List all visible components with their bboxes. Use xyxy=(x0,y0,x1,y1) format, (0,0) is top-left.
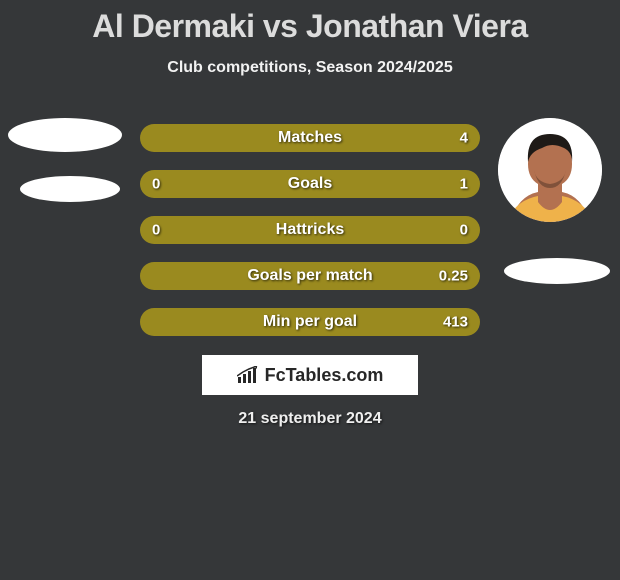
bar-value-right: 413 xyxy=(443,314,468,331)
comparison-bars: Matches 4 Goals 0 1 Hattricks 0 0 Goals per matc… xyxy=(140,124,480,336)
bar-row: Min per goal 413 xyxy=(140,308,480,336)
comparison-infographic: Al Dermaki vs Jonathan Viera Club compet… xyxy=(0,0,620,77)
bar-row: Hattricks 0 0 xyxy=(140,216,480,244)
player-right xyxy=(498,118,602,222)
bar-row: Goals per match 0.25 xyxy=(140,262,480,290)
bar-left-fill xyxy=(140,170,150,198)
bar-value-right: 0 xyxy=(460,222,468,239)
bar-label: Goals xyxy=(288,175,332,193)
bar-label: Goals per match xyxy=(247,267,372,285)
bar-value-left: 0 xyxy=(152,222,160,239)
player-right-name-pill xyxy=(504,258,610,284)
brand-text: FcTables.com xyxy=(265,365,384,386)
player-right-avatar xyxy=(498,118,602,222)
player-left-avatar-placeholder xyxy=(8,118,122,152)
bar-label: Min per goal xyxy=(263,313,357,331)
brand-chart-icon xyxy=(237,366,261,384)
brand-badge: FcTables.com xyxy=(202,355,418,395)
bar-label: Hattricks xyxy=(276,221,344,239)
page-title: Al Dermaki vs Jonathan Viera xyxy=(0,0,620,49)
bar-value-left: 0 xyxy=(152,176,160,193)
bar-row: Matches 4 xyxy=(140,124,480,152)
bar-row: Goals 0 1 xyxy=(140,170,480,198)
bar-value-right: 1 xyxy=(460,176,468,193)
bar-value-right: 0.25 xyxy=(439,268,468,285)
player-left-name-pill xyxy=(20,176,120,202)
bar-value-right: 4 xyxy=(460,130,468,147)
bar-left-fill xyxy=(140,216,150,244)
bar-label: Matches xyxy=(278,129,342,147)
date-text: 21 september 2024 xyxy=(238,410,381,428)
player-photo-icon xyxy=(498,118,602,222)
subtitle: Club competitions, Season 2024/2025 xyxy=(0,59,620,77)
